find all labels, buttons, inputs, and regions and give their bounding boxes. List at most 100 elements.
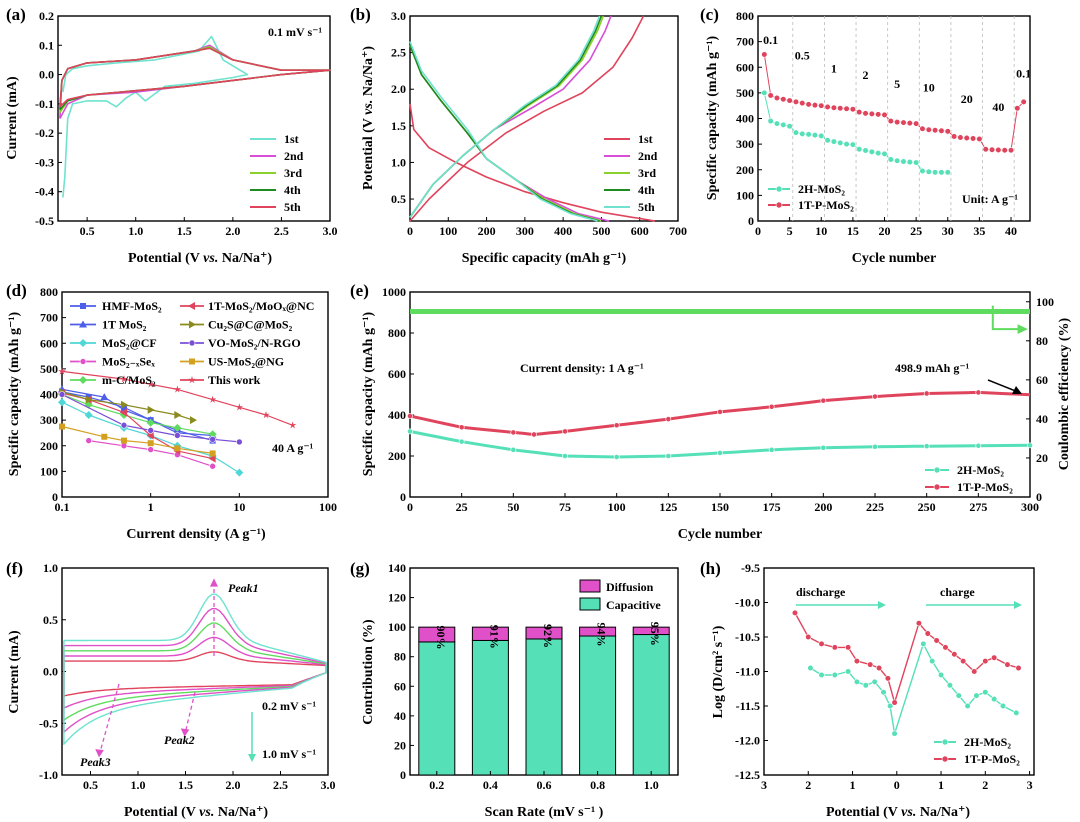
data-point: [950, 133, 958, 140]
data-point: [853, 658, 861, 665]
data-point: [792, 98, 800, 105]
rate-label: 40: [992, 100, 1004, 114]
y-tick-label: 0.1: [39, 38, 54, 52]
data-point: [975, 389, 982, 396]
data-point: [900, 158, 907, 165]
data-point: [849, 106, 856, 113]
data-point: [780, 121, 787, 129]
capacitive-bar: [471, 639, 509, 776]
data-point: [120, 437, 127, 444]
data-point: [849, 141, 856, 148]
data-point: [773, 94, 781, 102]
legend-label: 5th: [638, 200, 655, 214]
x-tick-label: 1: [148, 500, 154, 514]
legend-marker: [79, 339, 87, 347]
data-point: [1001, 147, 1008, 154]
data-point: [820, 397, 827, 404]
data-point: [174, 445, 181, 452]
data-point: [875, 664, 883, 672]
y-axis-label: Specific capacity (mAh g⁻¹): [361, 311, 376, 476]
y-tick-label: 400: [388, 408, 406, 422]
data-point: [920, 640, 927, 648]
y-tick-label: 40: [394, 709, 406, 723]
series-line: [810, 643, 1017, 735]
y-axis-label: Log (D/cm² s⁻¹): [711, 625, 726, 718]
panel-label: (d): [6, 281, 27, 300]
data-point: [932, 127, 939, 134]
data-point: [85, 437, 92, 444]
data-point: [562, 428, 568, 435]
y-tick-label: 0.0: [39, 68, 54, 82]
y-tick-label: -0.5: [35, 214, 54, 228]
data-point: [884, 675, 892, 682]
data-point: [120, 375, 128, 383]
data-point: [818, 132, 825, 140]
x-tick-label: 40: [1005, 224, 1017, 238]
panel-label: (e): [350, 281, 369, 300]
series-line: [61, 391, 194, 421]
x-tick-label: 3.0: [323, 224, 338, 238]
x-axis-label: Current density (A g⁻¹): [126, 527, 266, 542]
y-tick-label: 0.5: [43, 613, 58, 627]
x-tick-label: 0.1: [55, 500, 70, 514]
peak2-label: Peak2: [164, 733, 195, 747]
legend-swatch-capacitive: [579, 597, 601, 611]
panel-label: (g): [350, 559, 370, 578]
y-tick-label: 200: [388, 449, 406, 463]
data-point: [665, 416, 672, 422]
data-point: [929, 658, 936, 665]
data-point: [58, 367, 66, 375]
data-point: [824, 137, 831, 144]
data-point: [891, 730, 898, 737]
unit-note: Unit: A g⁻¹: [962, 192, 1018, 206]
data-point: [1013, 709, 1020, 717]
data-point: [867, 661, 874, 668]
x-tick-label: 75: [559, 500, 571, 514]
legend-marker: [941, 755, 949, 763]
data-point: [100, 393, 109, 401]
y-tick-label: 300: [736, 137, 754, 151]
x-tick-label: 15: [847, 224, 859, 238]
peak1-label: Peak1: [228, 581, 259, 595]
data-point: [58, 398, 66, 407]
y-axis-label: Current (mA): [7, 630, 22, 714]
y-axis-label: Specific capacity (mAh g⁻¹): [7, 311, 22, 476]
series-line: [61, 425, 213, 454]
data-point: [767, 117, 774, 125]
x-tick-label: 100: [608, 500, 626, 514]
data-point: [937, 671, 945, 679]
y-tick-label: -0.5: [39, 716, 58, 730]
data-point: [925, 126, 932, 133]
capacity-arrow: [987, 379, 1019, 393]
y-tick-label: 0: [400, 768, 406, 782]
y-tick-label: 20: [394, 738, 406, 752]
x-tick-label: 0: [894, 778, 900, 792]
panel-a: 0.5 1.0 1.5 2.0 2.5 3.0 -0.5 -0.4 -0.3 -0.2 -0.1 0.…: [5, 5, 338, 266]
x-tick-label: 3.0: [321, 778, 336, 792]
x-tick-label: 400: [554, 224, 572, 238]
y-tick-label: -11.0: [736, 665, 760, 679]
data-point: [85, 395, 93, 404]
data-point: [208, 430, 217, 439]
diffusion-bar: [525, 626, 563, 640]
y-tick-label: -10.5: [735, 630, 760, 644]
y-tick-label: 0.0: [43, 665, 58, 679]
x-tick-label: 275: [969, 500, 987, 514]
data-point: [957, 134, 964, 141]
y-tick-label: 1.5: [391, 119, 406, 133]
y-tick-label: 600: [40, 336, 58, 350]
y-tick-label: -10.0: [735, 596, 760, 610]
legend-label: This work: [208, 373, 261, 387]
y-axis-label: Current (mA): [5, 76, 20, 160]
data-point: [933, 637, 940, 644]
bar-value-label: 91%: [487, 625, 501, 649]
x-tick-label: 0: [755, 224, 761, 238]
panel-b: 0 100 200 300 400 500 600 700 0.5 1.0 1.5 2.0 2.5 3.0…: [350, 5, 687, 266]
legend-label: 4th: [284, 183, 301, 197]
legend-label: Cu₂S@C@MoS₂: [208, 318, 293, 332]
panel-label: (a): [6, 5, 26, 24]
data-point: [830, 138, 838, 145]
legend-marker: [933, 466, 941, 474]
discharge-curve: [409, 103, 656, 222]
